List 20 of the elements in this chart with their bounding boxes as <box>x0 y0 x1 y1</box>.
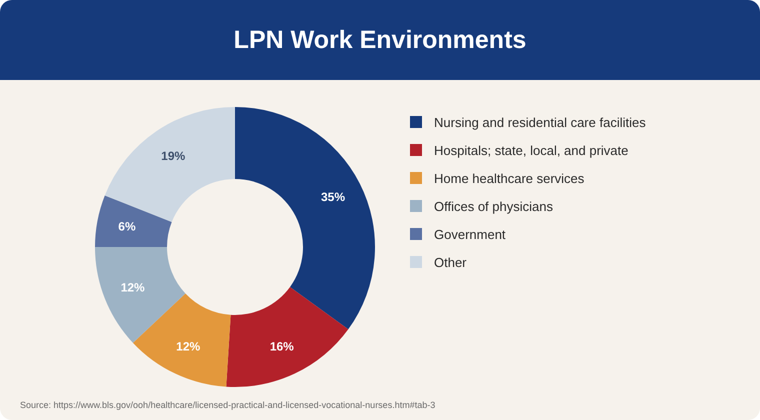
donut-slice <box>235 107 375 330</box>
donut-slice <box>226 286 348 387</box>
chart-title: LPN Work Environments <box>0 0 760 80</box>
donut-slice <box>95 195 172 247</box>
legend-label: Government <box>434 226 506 242</box>
legend-label: Other <box>434 254 467 270</box>
data-label: 35% <box>320 190 346 204</box>
legend-label: Hospitals; state, local, and private <box>434 142 628 158</box>
data-label: 6% <box>118 219 136 234</box>
data-label: 16% <box>270 340 294 354</box>
legend-label: Offices of physicians <box>434 198 553 214</box>
data-label: 12% <box>176 340 200 354</box>
donut-slice <box>132 294 231 387</box>
donut-slice <box>104 107 235 222</box>
source-note: Source: https://www.bls.gov/ooh/healthcare/licensed-practical-and-licensed-vocational-nurses.htm#tab-3 <box>20 400 436 410</box>
donut-slice <box>95 247 186 343</box>
data-label: 12% <box>120 280 146 294</box>
legend-label: Home healthcare services <box>434 170 584 186</box>
data-label: 19% <box>161 149 186 164</box>
legend-label: Nursing and residential care facilities <box>434 114 646 130</box>
